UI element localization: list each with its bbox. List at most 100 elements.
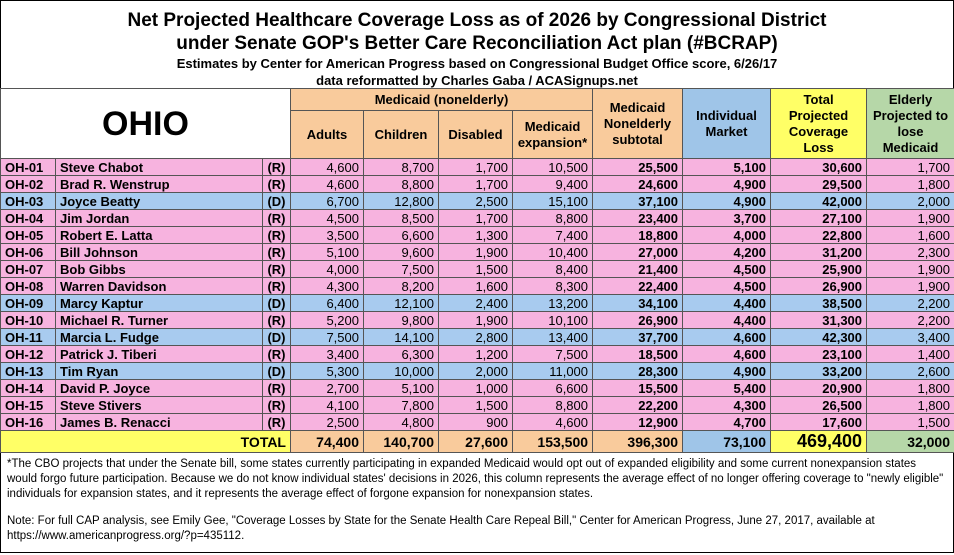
cell: 2,600 <box>866 362 954 380</box>
group-header: Medicaid (nonelderly) <box>289 88 594 111</box>
cell: 6,400 <box>290 294 364 312</box>
cell: (D) <box>262 328 291 346</box>
cell: Tim Ryan <box>55 362 263 380</box>
cell: 1,500 <box>438 396 513 414</box>
district-row: OH-11 Marcia L. Fudge (D) 7,500 14,100 2,800 1… <box>0 328 954 346</box>
cell: 26,900 <box>770 277 868 295</box>
cell: 34,100 <box>592 294 684 312</box>
cell: 3,700 <box>682 209 772 227</box>
cell: 15,100 <box>511 192 594 210</box>
cell: 5,100 <box>682 158 772 176</box>
cell: 28,300 <box>592 362 684 380</box>
cell: (R) <box>262 413 291 431</box>
cell: 21,400 <box>592 260 684 278</box>
cell: OH-12 <box>0 345 56 363</box>
district-row: OH-02 Brad R. Wenstrup (R) 4,600 8,800 1,700 9… <box>0 175 954 193</box>
cell: 9,600 <box>363 243 439 261</box>
cell: (R) <box>262 311 291 329</box>
cell: (R) <box>262 226 291 244</box>
cell: 1,900 <box>866 260 954 278</box>
cell: 1,000 <box>438 379 513 397</box>
cell: 14,100 <box>363 328 439 346</box>
title: Net Projected Healthcare Coverage Loss a… <box>127 10 827 31</box>
header-row: OHIO Medicaid (nonelderly) Medicaid Noneld… <box>0 88 954 159</box>
cell: OH-08 <box>0 277 56 295</box>
cell: 8,700 <box>363 158 439 176</box>
cell: 37,100 <box>592 192 684 210</box>
cell: 8,800 <box>511 209 594 227</box>
cell: 4,600 <box>682 345 772 363</box>
column-header: Children <box>363 110 439 159</box>
column-header: Individual Market <box>682 88 772 159</box>
cell: 3,400 <box>290 345 364 363</box>
district-row: OH-14 David P. Joyce (R) 2,700 5,100 1,000 6,6… <box>0 379 954 397</box>
total-cell: 73,100 <box>682 430 772 453</box>
cell: 2,000 <box>438 362 513 380</box>
cell: 10,100 <box>511 311 594 329</box>
total-cell: 74,400 <box>290 430 364 453</box>
cell: 7,400 <box>511 226 594 244</box>
cell: OH-15 <box>0 396 56 414</box>
cell: James B. Renacci <box>55 413 263 431</box>
column-header: Medicaid expansion* <box>511 110 594 159</box>
cell: 1,500 <box>866 413 954 431</box>
cell: OH-02 <box>0 175 56 193</box>
cell: 1,900 <box>866 209 954 227</box>
district-row: OH-10 Michael R. Turner (R) 5,200 9,800 1,900… <box>0 311 954 329</box>
cell: 22,800 <box>770 226 868 244</box>
cell: 2,700 <box>290 379 364 397</box>
cell: 4,300 <box>682 396 772 414</box>
column-header: Elderly Projected to lose Medicaid <box>866 88 954 159</box>
cell: 1,900 <box>866 277 954 295</box>
cell: 22,400 <box>592 277 684 295</box>
cell: 1,500 <box>438 260 513 278</box>
cell: (R) <box>262 158 291 176</box>
cell: 7,800 <box>363 396 439 414</box>
cell: (R) <box>262 175 291 193</box>
cell: OH-09 <box>0 294 56 312</box>
cell: 2,000 <box>866 192 954 210</box>
cell: 2,200 <box>866 294 954 312</box>
column-header: Medicaid Nonelderly subtotal <box>592 88 684 159</box>
cell: 2,400 <box>438 294 513 312</box>
cell: 10,400 <box>511 243 594 261</box>
cell: 2,800 <box>438 328 513 346</box>
note: Note: For full CAP analysis, see Emily G… <box>7 515 875 542</box>
cell: 31,300 <box>770 311 868 329</box>
cell: 2,500 <box>438 192 513 210</box>
cell: 7,500 <box>511 345 594 363</box>
cell: (R) <box>262 396 291 414</box>
cell: 17,600 <box>770 413 868 431</box>
table-total: TOTAL 74,400 140,700 27,600 153,500 396,300 73… <box>0 430 954 453</box>
cell: Patrick J. Tiberi <box>55 345 263 363</box>
district-row: OH-06 Bill Johnson (R) 5,100 9,600 1,900 10,40… <box>0 243 954 261</box>
cell: (D) <box>262 192 291 210</box>
cell: 12,800 <box>363 192 439 210</box>
cell: 7,500 <box>363 260 439 278</box>
district-row: OH-05 Robert E. Latta (R) 3,500 6,600 1,300 7,… <box>0 226 954 244</box>
state-label: OHIO <box>0 88 291 159</box>
cell: Warren Davidson <box>55 277 263 295</box>
cell: 6,600 <box>363 226 439 244</box>
cell: 13,200 <box>511 294 594 312</box>
cell: 1,700 <box>438 158 513 176</box>
cell: (R) <box>262 209 291 227</box>
cell: (R) <box>262 277 291 295</box>
cell: 7,500 <box>290 328 364 346</box>
cell: Bob Gibbs <box>55 260 263 278</box>
cell: 8,800 <box>511 396 594 414</box>
cell: 23,100 <box>770 345 868 363</box>
total-label: TOTAL <box>0 430 291 453</box>
cell: OH-16 <box>0 413 56 431</box>
cell: (R) <box>262 243 291 261</box>
cell: David P. Joyce <box>55 379 263 397</box>
cell: (R) <box>262 260 291 278</box>
district-row: OH-04 Jim Jordan (R) 4,500 8,500 1,700 8,800 23… <box>0 209 954 227</box>
cell: Jim Jordan <box>55 209 263 227</box>
total-cell: 32,000 <box>866 430 954 453</box>
table: OHIO Medicaid (nonelderly) Medicaid Noneld… <box>0 88 954 453</box>
cell: Marcia L. Fudge <box>55 328 263 346</box>
cell: 1,800 <box>866 175 954 193</box>
cell: 2,200 <box>866 311 954 329</box>
